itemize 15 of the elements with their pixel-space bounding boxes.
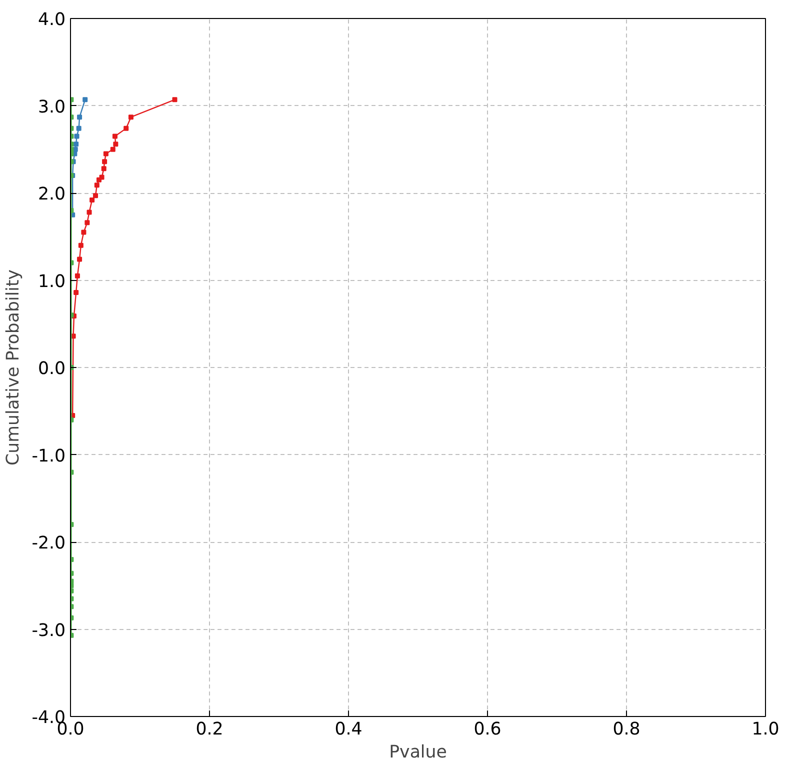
y-tick-label: 1.0 (38, 272, 66, 292)
y-tick-label: -1.0 (32, 446, 66, 466)
x-tick-label: 0.6 (474, 720, 502, 740)
y-tick-label: 4.0 (38, 10, 66, 30)
y-axis-title: Cumulative Probability (4, 269, 24, 466)
x-tick-label: 0.4 (334, 720, 362, 740)
y-tick-label: 0.0 (38, 359, 66, 379)
x-tick-label: 0.8 (612, 720, 640, 740)
y-tick-label: 3.0 (38, 97, 66, 118)
y-tick-label: 2.0 (38, 184, 66, 204)
x-axis-title: Pvalue (389, 742, 447, 762)
y-tick-label: -3.0 (32, 620, 66, 641)
x-tick-label: 1.0 (752, 720, 780, 740)
y-tick-label: -2.0 (32, 534, 66, 554)
x-tick-label: 0.2 (196, 720, 224, 740)
